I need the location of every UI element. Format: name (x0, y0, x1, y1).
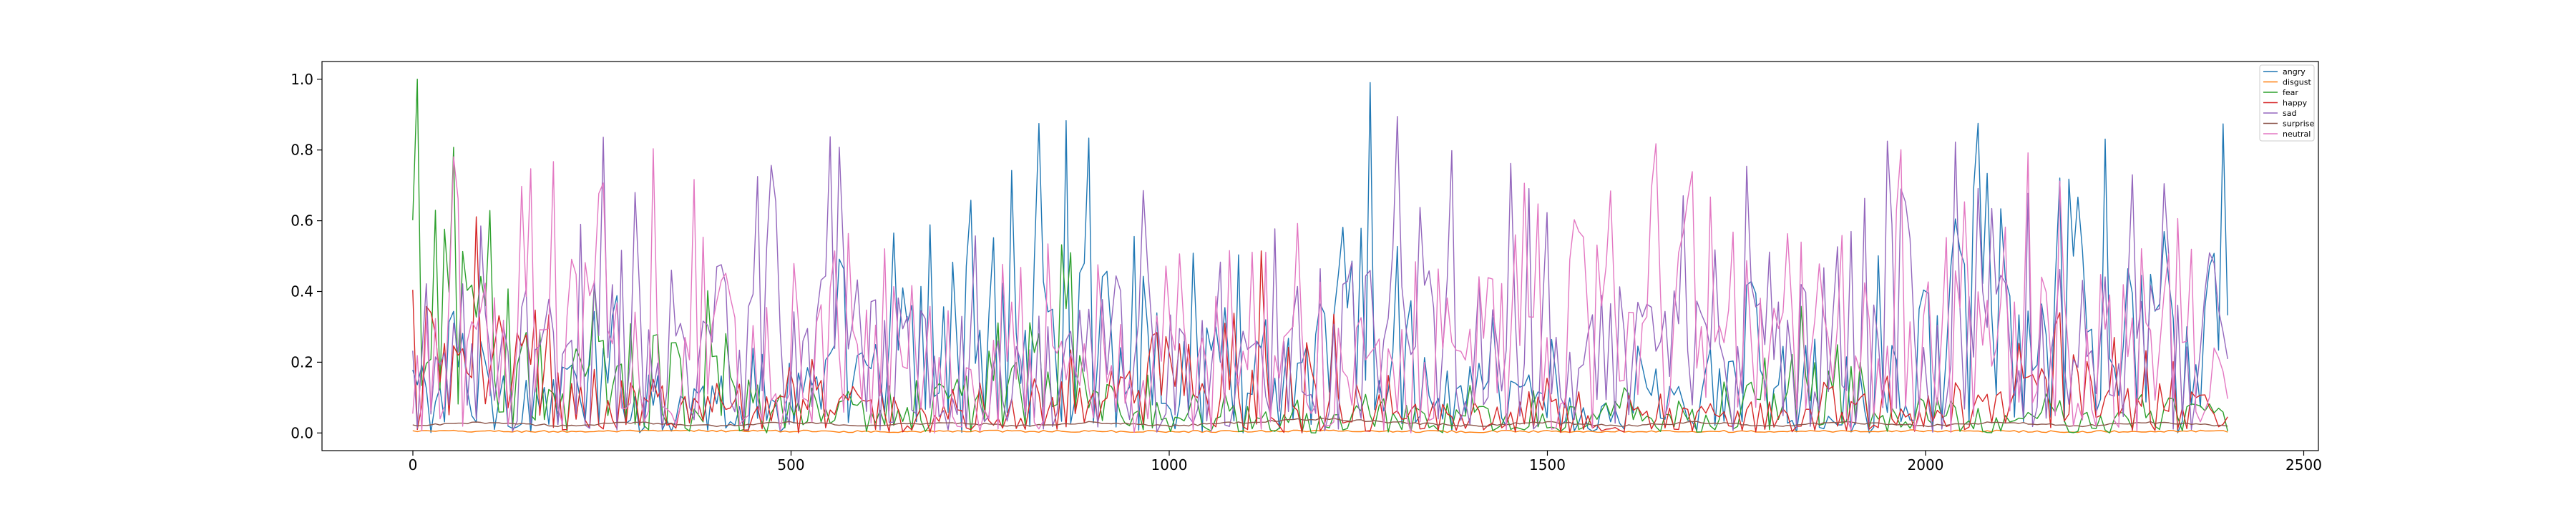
x-axis: 0 500 1000 1500 2000 2500 (409, 451, 2322, 474)
axes-frame (321, 61, 2319, 451)
series-line-sad (412, 116, 2228, 433)
x-tick-label-2500: 2500 (2285, 456, 2322, 474)
y-tick-label-0.2: 0.2 (291, 353, 313, 371)
legend-entry-happy: happy (2263, 99, 2308, 108)
x-tick-500: 500 (777, 451, 805, 474)
series-line-happy (412, 216, 2228, 433)
legend-label-surprise: surprise (2283, 119, 2315, 129)
y-tick-label-0.6: 0.6 (291, 212, 313, 230)
y-tick-0.8: 0.8 (291, 142, 322, 159)
series-line-surprise (412, 417, 2228, 428)
legend-label-angry: angry (2283, 67, 2306, 77)
x-tick-label-1500: 1500 (1529, 456, 1566, 474)
legend-entry-fear: fear (2263, 88, 2298, 97)
x-tick-1000: 1000 (1151, 451, 1188, 474)
legend-label-sad: sad (2283, 109, 2296, 118)
series-layer (412, 78, 2228, 433)
legend-label-happy: happy (2283, 99, 2308, 108)
legend-entry-angry: angry (2263, 67, 2306, 77)
y-tick-label-0.4: 0.4 (291, 283, 313, 300)
y-tick-0.4: 0.4 (291, 283, 322, 300)
y-axis: 0.0 0.2 0.4 0.6 0.8 1.0 (291, 71, 322, 441)
legend-entry-neutral: neutral (2263, 129, 2311, 139)
legend-box (2259, 64, 2315, 142)
y-tick-0.2: 0.2 (291, 353, 322, 371)
x-tick-label-2000: 2000 (1908, 456, 1944, 474)
y-tick-label-0.0: 0.0 (291, 424, 313, 441)
x-tick-2000: 2000 (1908, 451, 1944, 474)
x-tick-label-1000: 1000 (1151, 456, 1188, 474)
y-tick-label-1.0: 1.0 (291, 71, 313, 88)
x-tick-0: 0 (409, 451, 418, 474)
x-tick-2500: 2500 (2285, 451, 2322, 474)
legend-label-disgust: disgust (2283, 78, 2311, 87)
x-tick-label-0: 0 (409, 456, 418, 474)
plot-area (321, 61, 2319, 451)
legend: angry disgust fear happy sad surprise ne… (2259, 64, 2315, 142)
x-tick-label-500: 500 (777, 456, 804, 474)
legend-entry-surprise: surprise (2263, 119, 2315, 129)
series-line-neutral (412, 143, 2228, 433)
legend-label-neutral: neutral (2283, 129, 2311, 139)
y-tick-label-0.8: 0.8 (291, 142, 313, 159)
x-tick-1500: 1500 (1529, 451, 1566, 474)
y-tick-0.6: 0.6 (291, 212, 322, 230)
legend-entry-disgust: disgust (2263, 78, 2311, 87)
legend-label-fear: fear (2283, 88, 2298, 97)
legend-entry-sad: sad (2263, 109, 2296, 118)
y-tick-1.0: 1.0 (291, 71, 322, 88)
y-tick-0.0: 0.0 (291, 424, 322, 441)
series-line-fear (412, 78, 2228, 433)
series-line-angry (412, 82, 2228, 433)
